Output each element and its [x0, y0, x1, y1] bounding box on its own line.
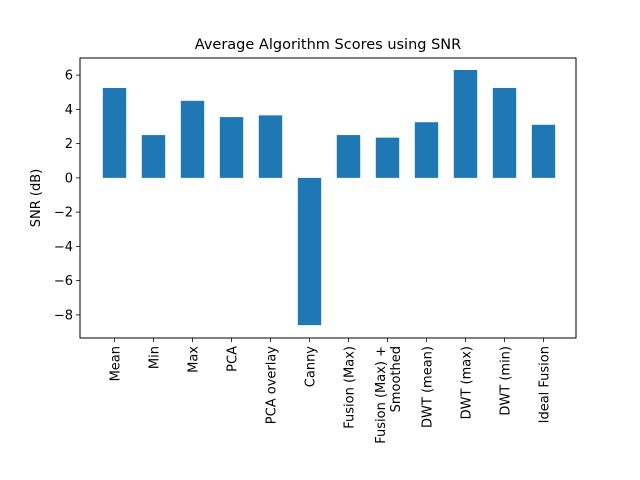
bar-7: [336, 135, 361, 178]
x-tick-label-line: Smoothed: [389, 346, 404, 412]
bar-6: [297, 177, 322, 326]
x-tick-label: DWT (max): [460, 346, 475, 419]
x-tick-label: Max: [187, 346, 202, 373]
x-tick-label-line: Fusion (Max): [343, 346, 358, 429]
x-tick-label-line: DWT (mean): [421, 346, 436, 428]
x-tick-label-line: DWT (max): [460, 346, 475, 419]
bar-5: [258, 115, 283, 178]
y-tick-label: −8: [54, 308, 73, 323]
x-tick-label-line: Max: [187, 346, 202, 373]
y-ticks-layer: −8 −6 −4 −2 0 2 4 6: [54, 69, 80, 323]
x-tick-label: PCA overlay: [265, 346, 280, 425]
x-tick-label: DWT (mean): [421, 346, 436, 428]
y-tick-label: 2: [65, 137, 73, 152]
bar-4: [219, 117, 244, 178]
x-tick-label-line: DWT (min): [499, 346, 514, 416]
x-tick-label: Ideal Fusion: [538, 346, 553, 423]
x-tick-label: Canny: [304, 346, 319, 388]
bar-9: [414, 122, 439, 178]
x-tick-label: Mean: [109, 346, 124, 381]
y-tick-label: −4: [54, 240, 73, 255]
x-tick-label: DWT (min): [499, 346, 514, 416]
bar-2: [141, 135, 166, 178]
bar-11: [492, 87, 517, 178]
chart-title: Average Algorithm Scores using SNR: [195, 37, 461, 53]
bar-12: [531, 124, 556, 178]
x-tick-label-line: PCA overlay: [265, 346, 280, 425]
x-tick-label-line: Min: [148, 346, 163, 369]
bar-8: [375, 137, 400, 178]
x-tick-label: Fusion (Max) + Smoothed: [374, 346, 404, 444]
y-tick-label: 0: [65, 171, 73, 186]
x-tick-label-line: Fusion (Max) +: [374, 346, 389, 444]
x-tick-label-line: PCA: [226, 346, 241, 372]
x-tick-label: Min: [148, 346, 163, 369]
y-tick-label: 6: [65, 69, 73, 84]
x-tick-label-line: Ideal Fusion: [538, 346, 553, 423]
bars-layer: [102, 69, 556, 326]
bar-1: [102, 87, 127, 178]
x-ticks-layer: Mean Min Max PCA PCA overlay Canny Fusion (Max…: [109, 338, 553, 444]
plot-frame: [79, 57, 577, 339]
x-tick-label-line: Canny: [304, 346, 319, 388]
y-tick-label: −6: [54, 274, 73, 289]
bar-3: [180, 100, 205, 178]
x-tick-label: PCA: [226, 346, 241, 372]
x-tick-label-line: Mean: [109, 346, 124, 381]
y-axis-label: SNR (dB): [29, 169, 44, 227]
x-tick-label: Fusion (Max): [343, 346, 358, 429]
bar-10: [453, 69, 478, 178]
y-tick-label: −2: [54, 206, 73, 221]
y-tick-label: 4: [65, 103, 73, 118]
